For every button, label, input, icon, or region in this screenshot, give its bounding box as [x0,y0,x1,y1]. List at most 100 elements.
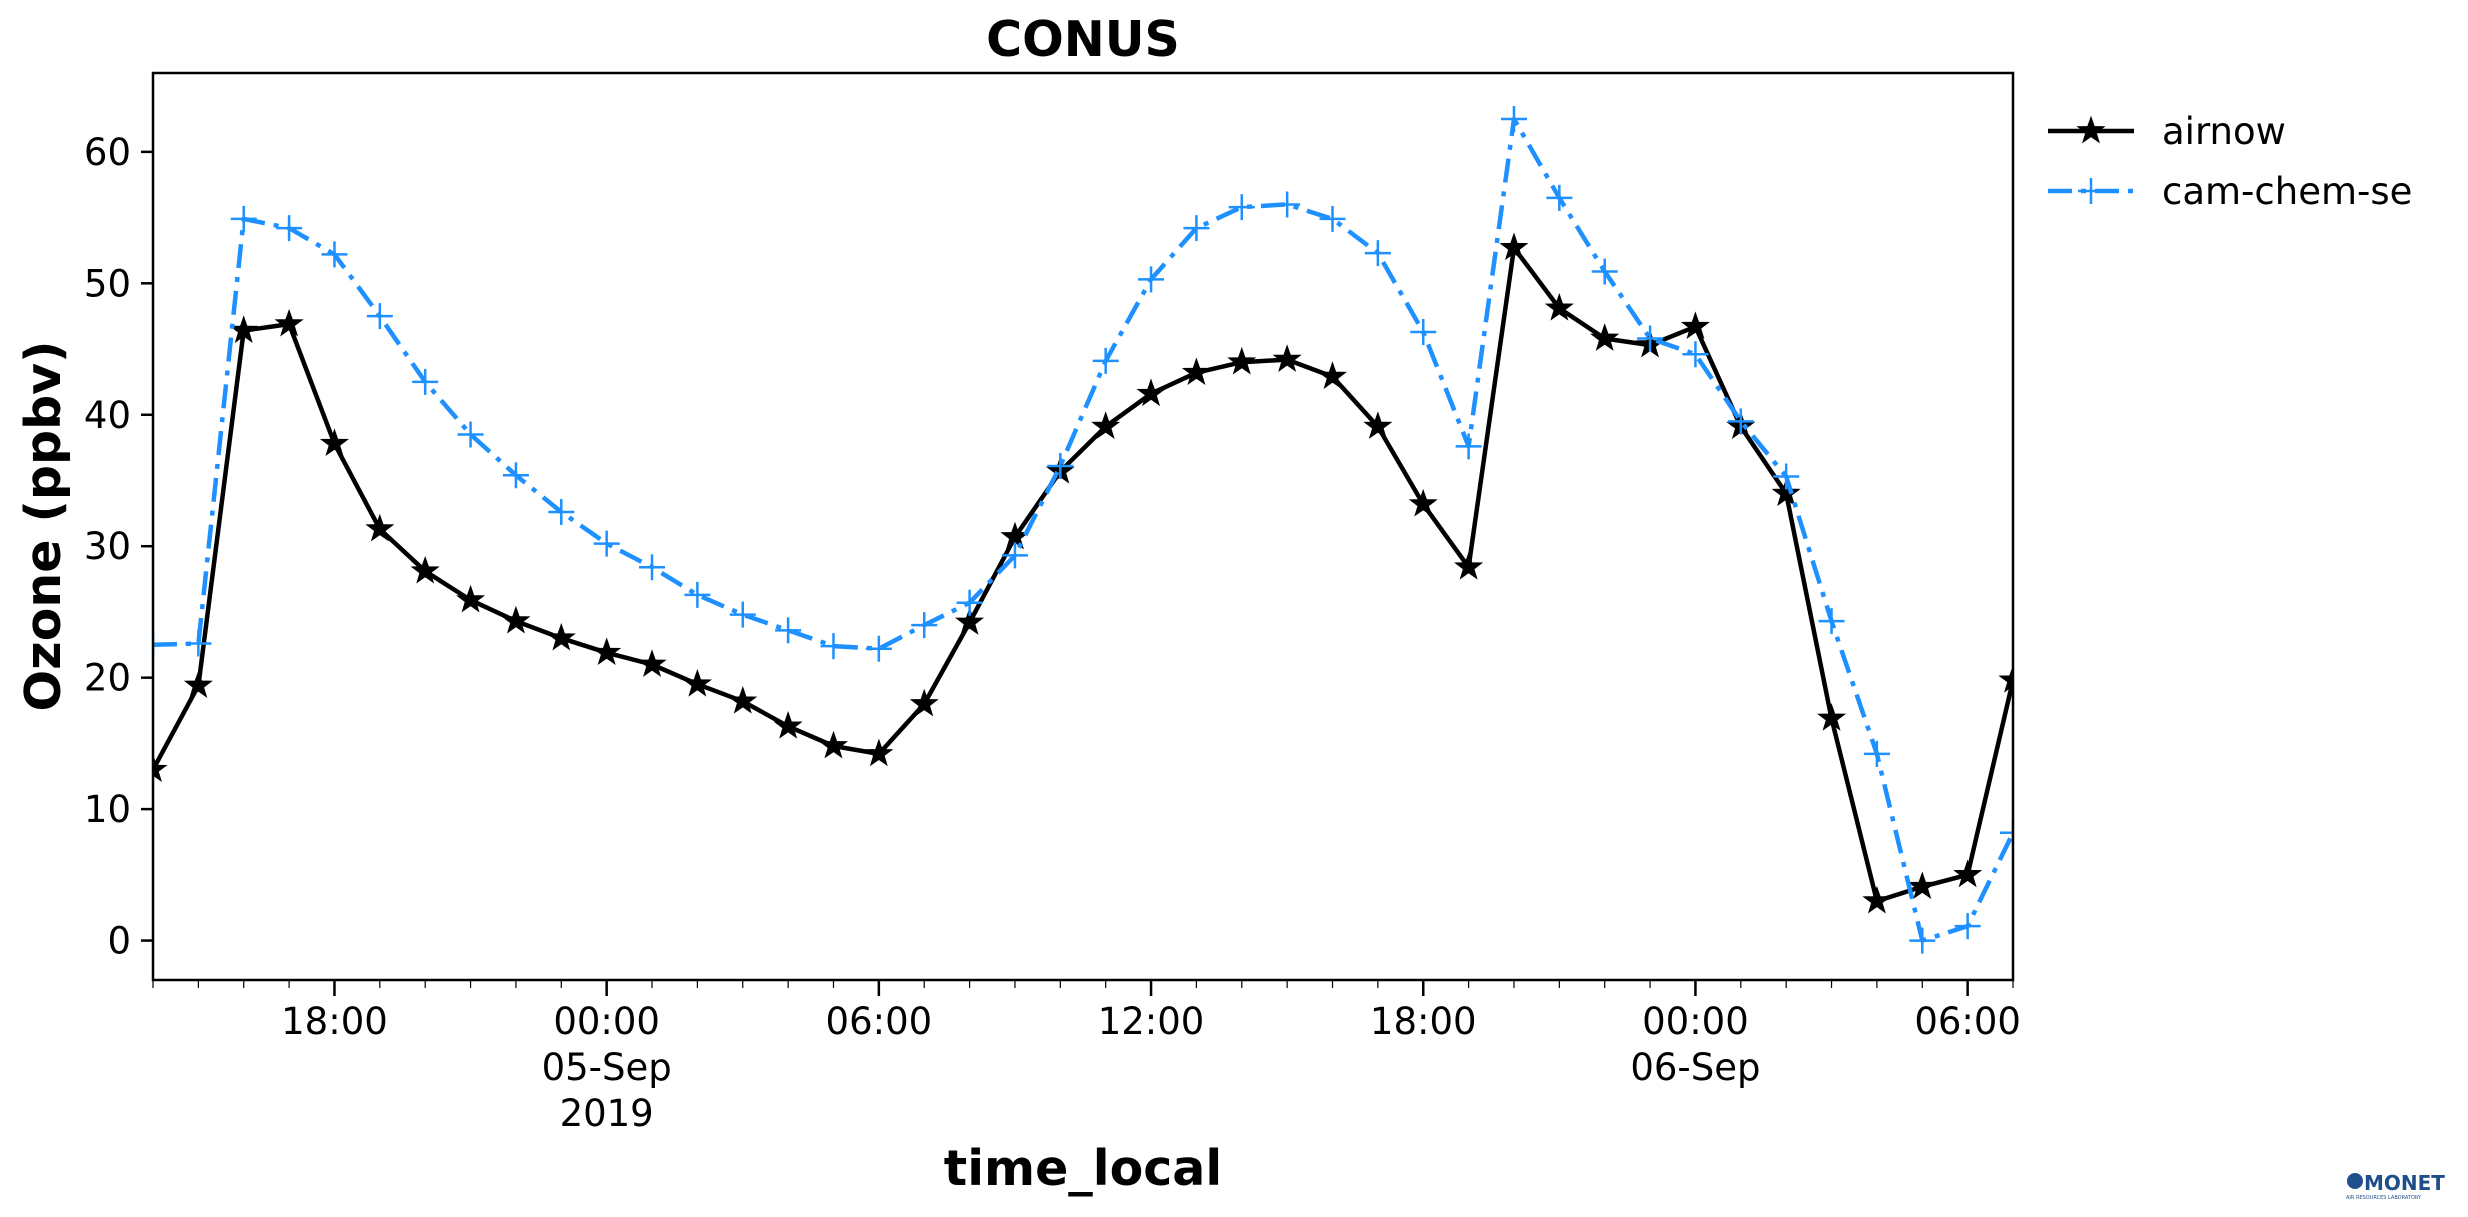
data-point-cam-chem-se [1047,453,1074,480]
data-point-airnow [592,637,622,666]
data-point-cam-chem-se [457,421,484,448]
data-point-airnow [1091,411,1121,439]
data-point-cam-chem-se [1591,258,1618,285]
series-layer [153,106,2013,954]
data-point-cam-chem-se [1364,240,1391,267]
y-tick-label: 30 [84,525,131,568]
data-point-airnow [274,308,304,337]
x-tick-label: 00:00 [553,1000,660,1043]
data-point-airnow [501,605,531,634]
data-point-cam-chem-se [593,530,620,557]
data-point-cam-chem-se [502,462,529,489]
y-axis-title: Ozone (ppbv) [15,341,72,712]
legend-marker-airnow [2076,115,2106,144]
data-point-cam-chem-se [1637,325,1664,352]
data-point-cam-chem-se [153,631,166,658]
data-point-airnow [682,668,712,697]
noaa-emblem-icon [2347,1173,2363,1189]
plot-frame [151,71,2015,982]
x-tick-label: 2019 [560,1092,654,1135]
y-axis: 0 10 20 30 40 50 60 [84,131,153,963]
data-point-cam-chem-se [1001,542,1028,569]
data-point-airnow [1680,311,1710,340]
data-point-airnow [1771,478,1801,507]
data-point-airnow [546,622,576,651]
series-cam-chem-se [153,106,2013,954]
data-point-airnow [1408,488,1438,517]
data-point-cam-chem-se [775,617,802,644]
data-point-airnow [1227,346,1257,375]
y-tick-label: 10 [84,788,131,831]
data-point-cam-chem-se [366,303,393,330]
x-tick-label: 18:00 [1370,1000,1477,1043]
logo-subtitle: AIR RESOURCES LABORATORY [2346,1195,2422,1201]
data-point-airnow [1272,344,1302,372]
x-tick-label: 05-Sep [542,1046,672,1089]
series-airnow [153,232,2013,914]
y-tick-label: 50 [84,262,131,305]
data-point-airnow [773,711,803,739]
y-tick-label: 40 [84,394,131,437]
data-point-airnow [818,730,849,759]
legend-item-cam-chem-se: cam-chem-se [2048,170,2412,213]
data-point-airnow [1181,357,1211,386]
data-point-airnow [365,513,395,542]
data-point-cam-chem-se [911,612,938,639]
data-point-cam-chem-se [729,601,756,628]
y-tick-label: 60 [84,131,131,174]
x-tick-label: 06:00 [826,1000,933,1043]
data-point-cam-chem-se [865,635,892,662]
data-point-airnow [1862,885,1892,914]
data-point-cam-chem-se [412,368,439,395]
data-point-airnow [1998,665,2013,693]
data-point-cam-chem-se [1138,266,1165,293]
data-point-airnow [1363,411,1393,439]
legend-marker-cam-chem-se [2078,178,2104,204]
data-point-cam-chem-se [684,581,711,608]
data-point-cam-chem-se [321,241,348,268]
data-point-cam-chem-se [1228,194,1255,221]
legend-item-airnow: airnow [2048,110,2286,153]
data-point-cam-chem-se [1546,184,1573,211]
data-point-cam-chem-se [1682,341,1709,368]
data-point-cam-chem-se [230,205,257,232]
data-point-cam-chem-se [1410,318,1437,345]
data-point-airnow [1454,551,1484,580]
data-point-cam-chem-se [639,554,666,581]
data-point-airnow [864,738,894,767]
data-point-airnow [1817,703,1847,731]
y-tick-label: 20 [84,657,131,700]
data-point-cam-chem-se [276,215,303,242]
data-point-cam-chem-se [1818,608,1845,635]
x-tick-label: 06:00 [1914,1000,2021,1043]
data-point-cam-chem-se [1319,205,1346,232]
data-point-airnow [183,670,213,698]
data-point-cam-chem-se [1863,740,1890,767]
series-line-airnow [153,245,2013,904]
data-point-cam-chem-se [1455,433,1482,460]
data-point-airnow [1953,859,1983,888]
logo-text: MONET [2364,1171,2445,1195]
data-point-airnow [637,649,667,677]
legend: airnow cam-chem-se [2048,110,2412,213]
data-point-cam-chem-se [1954,913,1981,940]
data-point-cam-chem-se [1727,408,1754,435]
data-point-cam-chem-se [1274,191,1301,218]
data-point-airnow [1499,232,1529,261]
data-point-cam-chem-se [1773,463,1800,490]
data-point-airnow [1907,871,1937,900]
data-point-cam-chem-se [548,499,575,526]
data-point-cam-chem-se [185,630,212,657]
x-tick-label: 12:00 [1098,1000,1205,1043]
data-point-cam-chem-se [2000,819,2013,846]
data-point-airnow [1590,323,1620,351]
data-point-cam-chem-se [1909,927,1936,954]
data-point-airnow [1544,293,1574,321]
data-point-airnow [909,688,939,717]
data-point-airnow [1136,378,1166,407]
legend-label: cam-chem-se [2162,170,2412,213]
data-point-airnow [319,428,349,457]
data-point-airnow [410,555,440,584]
